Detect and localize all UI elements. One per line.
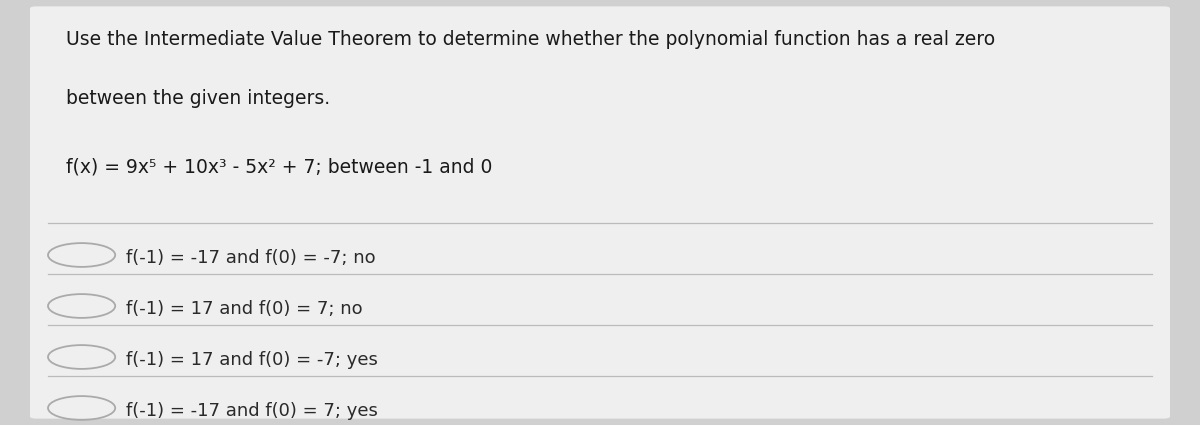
Text: f(-1) = -17 and f(0) = -7; no: f(-1) = -17 and f(0) = -7; no — [126, 249, 376, 266]
Text: between the given integers.: between the given integers. — [66, 89, 330, 108]
Text: f(-1) = -17 and f(0) = 7; yes: f(-1) = -17 and f(0) = 7; yes — [126, 402, 378, 419]
Text: f(-1) = 17 and f(0) = 7; no: f(-1) = 17 and f(0) = 7; no — [126, 300, 362, 317]
Text: f(-1) = 17 and f(0) = -7; yes: f(-1) = 17 and f(0) = -7; yes — [126, 351, 378, 368]
Text: Use the Intermediate Value Theorem to determine whether the polynomial function : Use the Intermediate Value Theorem to de… — [66, 30, 995, 49]
Text: f(x) = 9x⁵ + 10x³ - 5x² + 7; between -1 and 0: f(x) = 9x⁵ + 10x³ - 5x² + 7; between -1 … — [66, 157, 492, 176]
FancyBboxPatch shape — [30, 6, 1170, 419]
